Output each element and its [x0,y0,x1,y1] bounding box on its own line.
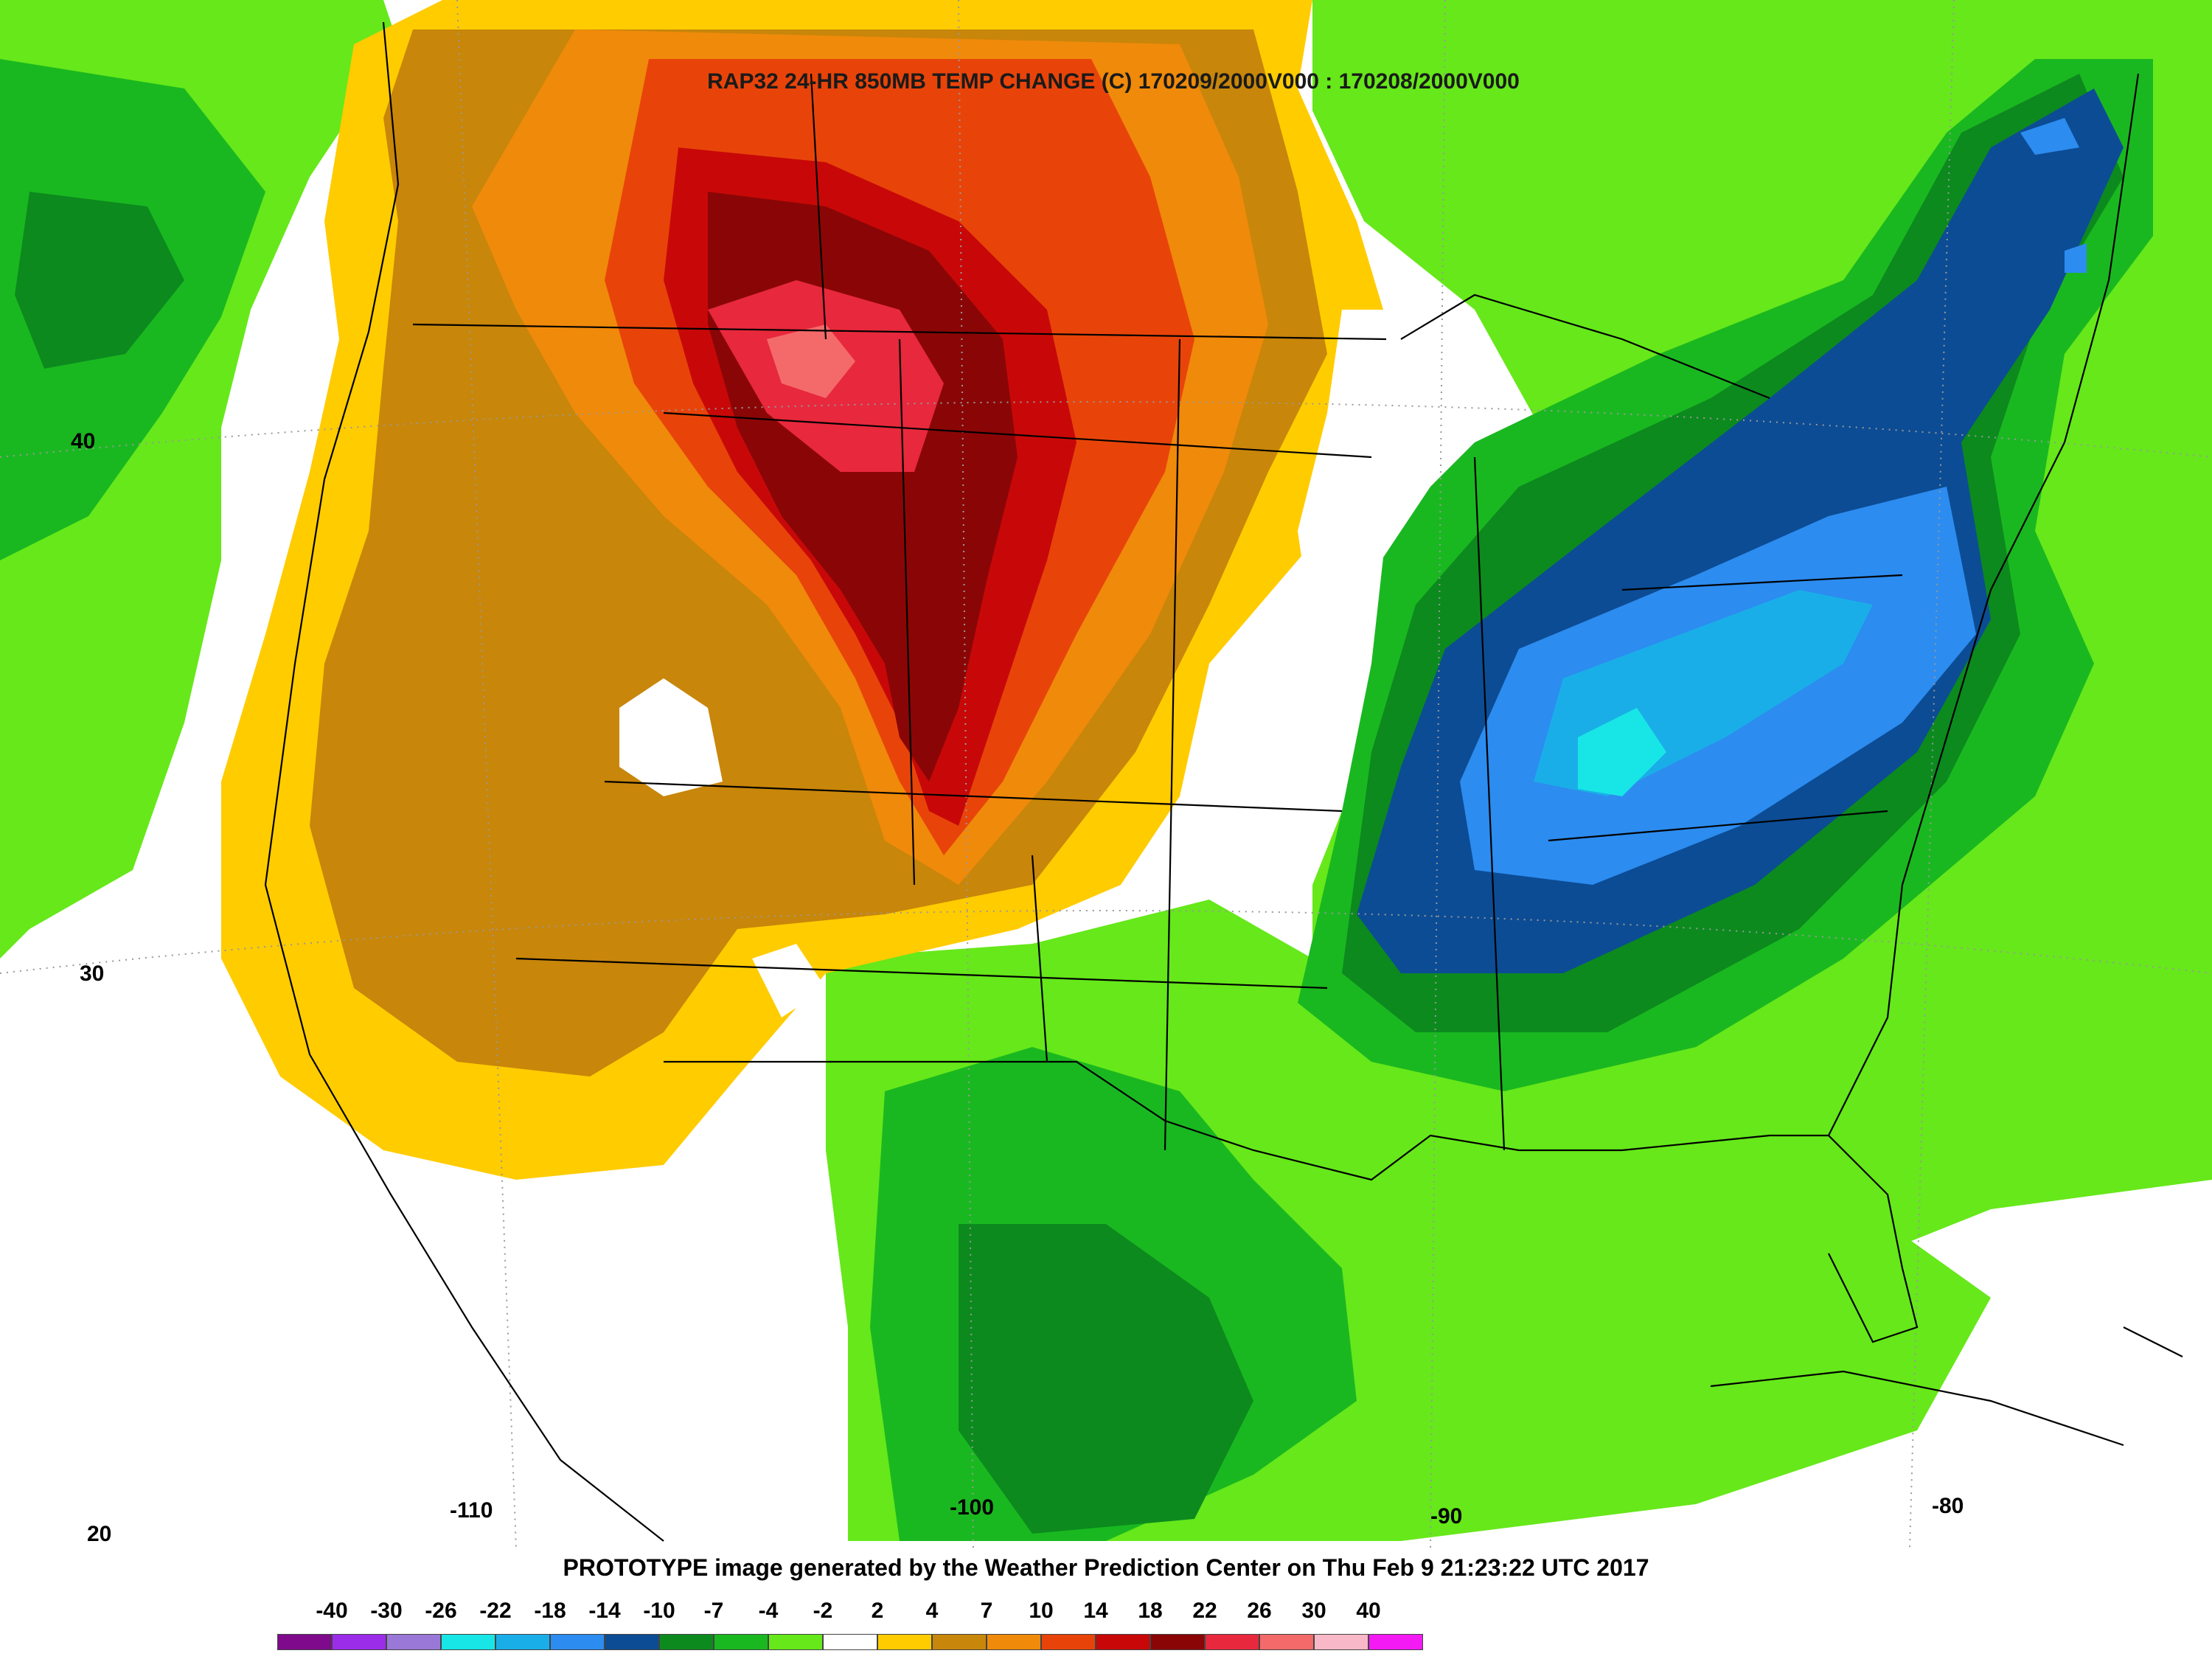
colorbar-cell [1096,1634,1150,1650]
colorbar-label: 4 [925,1599,939,1623]
colorbar-label: -10 [643,1599,675,1623]
colorbar-label: 10 [1029,1599,1054,1623]
colorbar-label: 22 [1192,1599,1217,1623]
colorbar-label: 14 [1083,1599,1108,1623]
latitude-label-20: 20 [87,1522,111,1546]
field-south-green-dark [959,1224,1253,1534]
field-lakes-white [1298,310,1475,634]
colorbar-cell [441,1634,495,1650]
latitude-label-30: 30 [80,961,104,986]
colorbar-cell [1368,1634,1423,1650]
field-east-cyan [1578,708,1666,796]
colorbar-cell [332,1634,386,1650]
colorbar-cell [605,1634,659,1650]
colorbar-cell [1041,1634,1096,1650]
credit-line: PROTOTYPE image generated by the Weather… [563,1554,1649,1581]
graticule [0,0,2212,1548]
field-west-green-dark [15,192,184,369]
longitude-label-80: -80 [1932,1494,1964,1518]
colorbar-label: -40 [316,1599,348,1623]
colorbar-label: 26 [1247,1599,1272,1623]
colorbar-label: 40 [1356,1599,1381,1623]
colorbar-label: 7 [980,1599,993,1623]
longitude-label-90: -90 [1430,1504,1462,1528]
longitude-label-110: -110 [450,1498,493,1523]
colorbar-label: -18 [534,1599,566,1623]
colorbar-label: 30 [1301,1599,1326,1623]
colorbar-label: -4 [758,1599,779,1623]
colorbar-cell [823,1634,877,1650]
colorbar-cell [386,1634,441,1650]
colorbar-label: -2 [813,1599,833,1623]
colorbar-label: -7 [703,1599,724,1623]
colorbar-cell [1259,1634,1314,1650]
colorbar-cell [495,1634,550,1650]
field-salmon [767,324,855,398]
colorbar-label: -14 [588,1599,621,1623]
colorbar-label: -26 [425,1599,457,1623]
temperature-change-map: RAP32 24-HR 850MB TEMP CHANGE (C) 170209… [0,0,2212,1548]
colorbar-label: -22 [479,1599,512,1623]
map-boundaries [264,21,2183,1542]
colorbar-cell [932,1634,987,1650]
colorbar-cell [877,1634,932,1650]
colorbar-cell [714,1634,768,1650]
field-white-hole-2 [752,944,826,1018]
field-maritime-sky-2 [2065,243,2087,273]
colorbar-cell [768,1634,823,1650]
longitude-label-100: -100 [950,1495,994,1520]
colorbar-cell [277,1634,332,1650]
latitude-label-40: 40 [71,429,95,453]
colorbar-label: 2 [871,1599,884,1623]
colorbar-label: -30 [370,1599,403,1623]
colorbar-label: 18 [1138,1599,1163,1623]
colorbar-cell [550,1634,605,1650]
colorbar-legend: -40 -30 -26 -22 -18 -14 -10 -7 -4 -2 2 4 7 10 14 18 22 26… [0,1593,2212,1659]
map-title: RAP32 24-HR 850MB TEMP CHANGE (C) 170209… [707,69,1520,94]
field-maritime-sky-1 [2020,118,2079,155]
colorbar-cell [659,1634,714,1650]
colorbar-cell [987,1634,1041,1650]
colorbar-cell [1205,1634,1259,1650]
colorbar-cell [1314,1634,1368,1650]
colorbar-cell [1150,1634,1205,1650]
field-white-hole-1 [619,678,723,796]
